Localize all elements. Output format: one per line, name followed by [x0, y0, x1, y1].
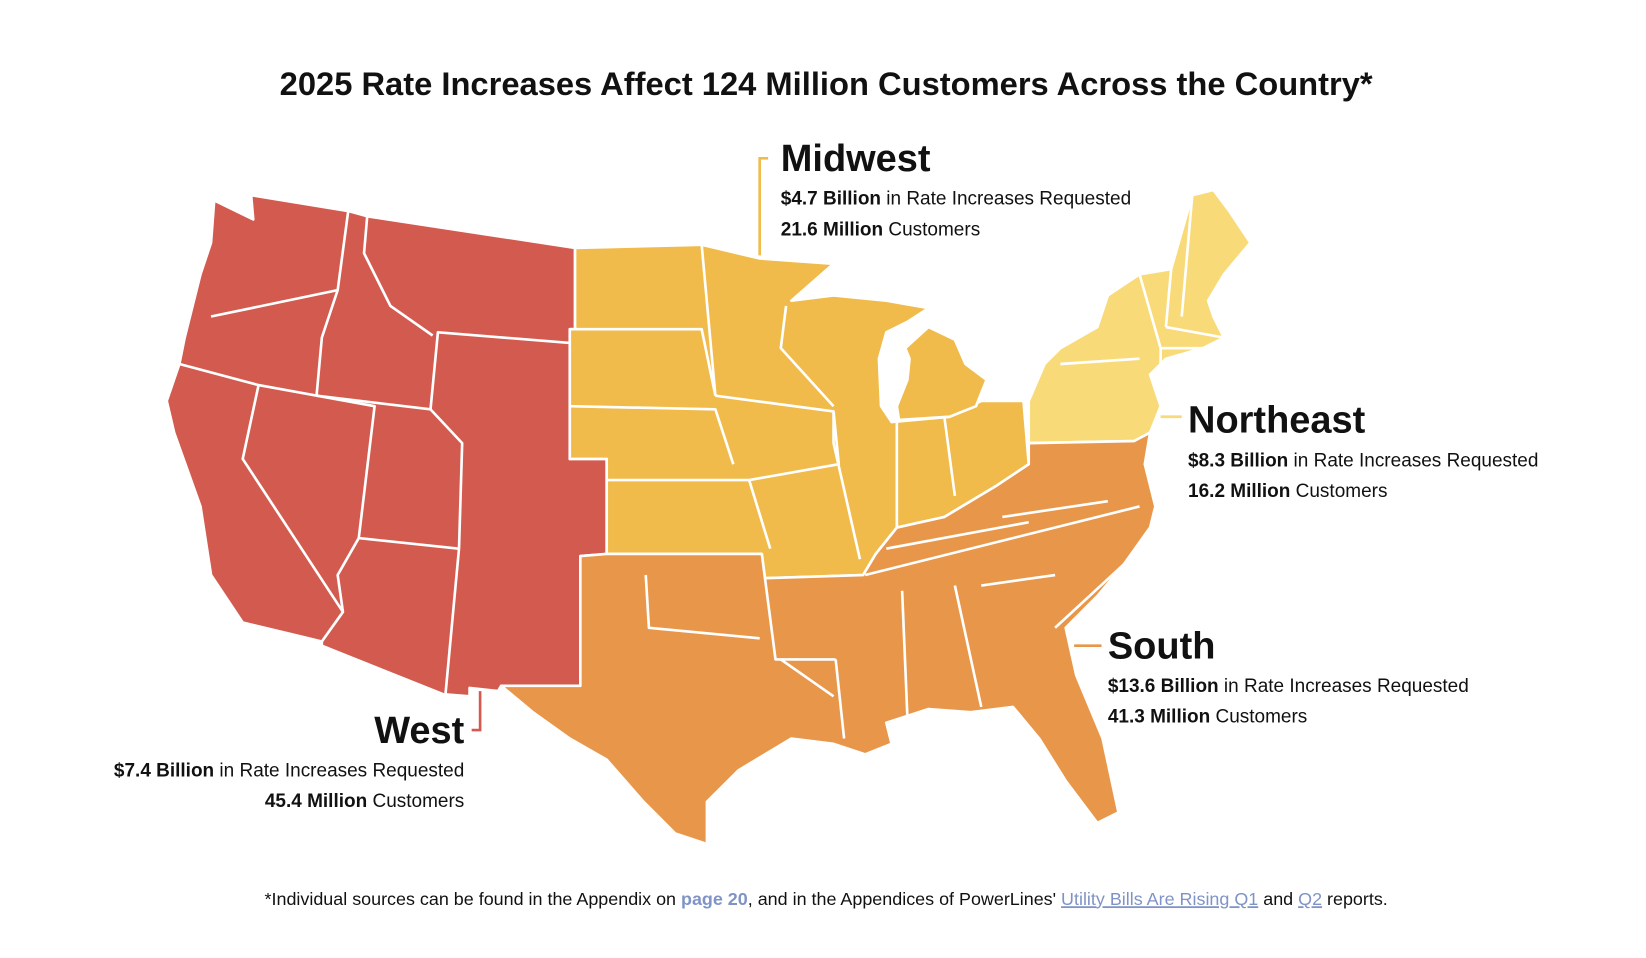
stat-value: $4.7 Billion — [781, 189, 881, 210]
region-shape — [1027, 188, 1252, 445]
stat-text: in Rate Increases Requested — [214, 761, 464, 782]
region-shape — [499, 431, 1157, 846]
region-shape — [895, 325, 988, 422]
region-name: South — [1108, 625, 1216, 667]
stat-value: $13.6 Billion — [1108, 676, 1219, 697]
state-border — [886, 520, 1029, 550]
footnote-text: , and in the Appendices of PowerLines' — [748, 889, 1061, 909]
state-border — [715, 394, 841, 482]
stat-text: Customers — [883, 219, 980, 240]
state-border — [210, 288, 338, 318]
region-stat: 45.4 Million Customers — [265, 791, 464, 812]
state-border — [1060, 357, 1140, 366]
state-border — [320, 537, 360, 643]
state-border — [832, 411, 862, 560]
state-border — [1164, 268, 1173, 328]
stat-value: 41.3 Million — [1108, 707, 1210, 728]
state-border — [1002, 499, 1109, 519]
state-border — [1054, 563, 1125, 629]
state-border — [780, 658, 835, 698]
footnote-text: and — [1258, 889, 1298, 909]
state-border — [569, 404, 735, 465]
stat-text: in Rate Increases Requested — [1288, 450, 1538, 471]
state-border — [779, 305, 835, 408]
state-border — [981, 573, 1056, 587]
state-border — [429, 331, 570, 410]
region-stat: $13.6 Billion in Rate Increases Requeste… — [1108, 676, 1469, 697]
state-border — [953, 585, 983, 708]
region-labels: West $7.4 Billion in Rate Increases Reque… — [114, 138, 1538, 812]
stat-value: $7.4 Billion — [114, 761, 214, 782]
us-map — [165, 188, 1252, 846]
state-border — [700, 244, 717, 396]
region-stat: $7.4 Billion in Rate Increases Requested — [114, 761, 464, 782]
stat-text: Customers — [367, 791, 464, 812]
region-shape — [165, 193, 609, 698]
state-border — [241, 384, 345, 613]
footnote-text: *Individual sources can be found in the … — [265, 889, 681, 909]
region-stat: 41.3 Million Customers — [1108, 707, 1307, 728]
state-border — [943, 416, 957, 497]
region-stat: $4.7 Billion in Rate Increases Requested — [781, 189, 1131, 210]
state-border — [1180, 195, 1194, 317]
stat-value: 45.4 Million — [265, 791, 367, 812]
stat-text: in Rate Increases Requested — [881, 189, 1131, 210]
stat-value: 21.6 Million — [781, 219, 883, 240]
state-border — [179, 362, 460, 550]
state-border — [429, 408, 464, 549]
stat-text: in Rate Increases Requested — [1219, 676, 1469, 697]
state-border — [747, 479, 772, 550]
stat-value: $8.3 Billion — [1188, 450, 1288, 471]
footnote-text: reports. — [1322, 889, 1388, 909]
callout-line — [471, 691, 482, 732]
region-stat: 16.2 Million Customers — [1188, 481, 1387, 502]
state-border — [575, 327, 717, 396]
footnote: *Individual sources can be found in the … — [265, 889, 1388, 909]
state-border — [1165, 325, 1225, 339]
state-border — [900, 590, 909, 718]
region-name: Northeast — [1188, 400, 1366, 442]
stat-text: Customers — [1210, 707, 1307, 728]
title: 2025 Rate Increases Affect 124 Million C… — [280, 65, 1373, 102]
state-border — [763, 578, 836, 661]
state-border — [362, 216, 434, 337]
state-border — [834, 659, 846, 739]
stat-value: 16.2 Million — [1188, 481, 1290, 502]
state-border — [315, 210, 350, 396]
state-border — [644, 574, 760, 640]
footnote-link[interactable]: Utility Bills Are Rising Q1 — [1061, 889, 1258, 909]
state-border — [864, 505, 1140, 577]
region-stat: 21.6 Million Customers — [781, 219, 980, 240]
region-stat: $8.3 Billion in Rate Increases Requested — [1188, 450, 1538, 471]
stat-text: Customers — [1290, 481, 1387, 502]
footnote-link[interactable]: page 20 — [681, 889, 748, 909]
region-name: West — [374, 710, 464, 752]
region-name: Midwest — [781, 138, 931, 180]
callout-line — [758, 156, 769, 256]
footnote-link[interactable]: Q2 — [1298, 889, 1322, 909]
state-border — [443, 548, 461, 697]
